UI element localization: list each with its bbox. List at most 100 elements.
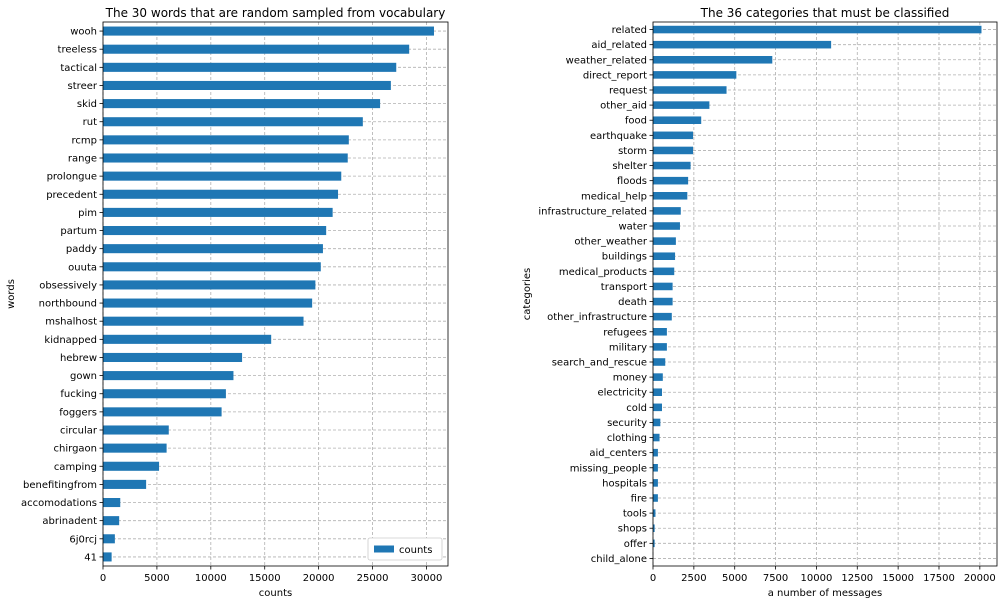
legend-box bbox=[367, 537, 443, 561]
x-tick-label: 0 bbox=[650, 573, 656, 584]
plot-area bbox=[653, 22, 997, 566]
category-label: fire bbox=[631, 494, 647, 505]
category-label: search_and_rescue bbox=[552, 358, 647, 369]
bar bbox=[103, 153, 348, 163]
bar bbox=[653, 479, 658, 487]
category-label: chirgaon bbox=[54, 444, 97, 455]
category-label: other_weather bbox=[574, 237, 648, 248]
category-label: military bbox=[609, 342, 647, 353]
bar bbox=[103, 498, 121, 508]
bar bbox=[653, 25, 982, 34]
bar bbox=[653, 388, 662, 396]
category-label: buildings bbox=[602, 252, 647, 263]
y-axis-title: categories bbox=[522, 268, 533, 320]
category-label: rcmp bbox=[72, 135, 97, 146]
category-label: rut bbox=[83, 117, 97, 128]
category-label: missing_people bbox=[570, 463, 647, 474]
category-label: accomodations bbox=[21, 498, 97, 509]
bar bbox=[653, 86, 727, 94]
category-label: refugees bbox=[603, 327, 647, 338]
category-label: foggers bbox=[59, 407, 97, 418]
category-label: transport bbox=[601, 282, 647, 293]
bar bbox=[103, 516, 120, 526]
y-axis-title: words bbox=[6, 279, 17, 309]
category-label: aid_centers bbox=[589, 448, 647, 459]
categories-chart: 0 2500 5000 7500 10000 12500 15000 17500 20000 re… bbox=[522, 6, 998, 599]
bar bbox=[103, 135, 349, 145]
bar bbox=[103, 62, 397, 72]
category-label: range bbox=[68, 154, 97, 165]
bar bbox=[653, 146, 694, 155]
bar bbox=[103, 443, 167, 453]
bar bbox=[103, 99, 381, 109]
bar bbox=[653, 176, 689, 185]
bar bbox=[103, 534, 115, 544]
x-tick-label: 12500 bbox=[841, 573, 873, 584]
category-label: money bbox=[613, 373, 647, 384]
category-label: direct_report bbox=[583, 70, 647, 81]
category-label: request bbox=[609, 86, 647, 97]
bar bbox=[103, 226, 327, 236]
bar bbox=[653, 237, 676, 245]
category-label: prolongue bbox=[47, 172, 97, 183]
category-label: child_alone bbox=[591, 554, 647, 565]
plot-area bbox=[103, 22, 448, 566]
bar bbox=[653, 131, 694, 140]
category-label: medical_products bbox=[559, 267, 647, 278]
x-tick-label: 5000 bbox=[144, 573, 169, 584]
bar bbox=[653, 328, 667, 336]
category-label: floods bbox=[617, 176, 647, 187]
bar bbox=[103, 244, 323, 254]
bar bbox=[653, 297, 673, 306]
x-axis-title: a number of messages bbox=[768, 588, 882, 599]
bar bbox=[653, 207, 681, 215]
category-label: shelter bbox=[612, 161, 648, 172]
x-tick-label: 10000 bbox=[195, 573, 227, 584]
category-label: wooh bbox=[70, 27, 97, 38]
category-label: related bbox=[612, 25, 647, 36]
category-label: 41 bbox=[84, 552, 97, 563]
bar bbox=[653, 539, 655, 548]
category-label: food bbox=[625, 116, 647, 127]
bar bbox=[103, 262, 321, 272]
bar bbox=[653, 448, 658, 457]
category-label: death bbox=[618, 297, 647, 308]
category-label: precedent bbox=[46, 190, 97, 201]
bar bbox=[103, 407, 222, 417]
bar bbox=[653, 101, 710, 109]
legend-swatch bbox=[374, 545, 394, 553]
bar bbox=[103, 26, 434, 36]
category-label: water bbox=[619, 222, 648, 233]
bar bbox=[103, 461, 160, 471]
category-label: benefitingfrom bbox=[23, 480, 97, 491]
bar bbox=[103, 117, 363, 127]
plot-frame bbox=[652, 21, 998, 567]
category-label: circular bbox=[60, 426, 98, 437]
category-label: partum bbox=[60, 226, 97, 237]
bar bbox=[103, 44, 410, 54]
bar bbox=[653, 282, 673, 291]
bar bbox=[653, 464, 658, 472]
x-tick-label: 2500 bbox=[681, 573, 706, 584]
category-label: gown bbox=[70, 371, 97, 382]
category-label: mshalhost bbox=[45, 317, 97, 328]
x-tick-label: 15000 bbox=[882, 573, 914, 584]
chart-title: The 30 words that are random sampled fro… bbox=[105, 6, 446, 20]
category-label: hebrew bbox=[60, 353, 97, 364]
bar bbox=[103, 171, 342, 181]
category-label: offer bbox=[624, 539, 648, 550]
bar bbox=[103, 207, 333, 217]
x-tick-label: 17500 bbox=[923, 573, 955, 584]
bar bbox=[103, 552, 112, 562]
bar bbox=[103, 479, 147, 489]
category-label: paddy bbox=[66, 244, 97, 255]
bar bbox=[653, 252, 676, 260]
legend: counts bbox=[367, 537, 443, 561]
bar bbox=[103, 352, 243, 362]
bar bbox=[103, 298, 313, 308]
x-tick-label: 5000 bbox=[722, 573, 747, 584]
bar bbox=[653, 56, 773, 64]
bar bbox=[653, 40, 832, 49]
